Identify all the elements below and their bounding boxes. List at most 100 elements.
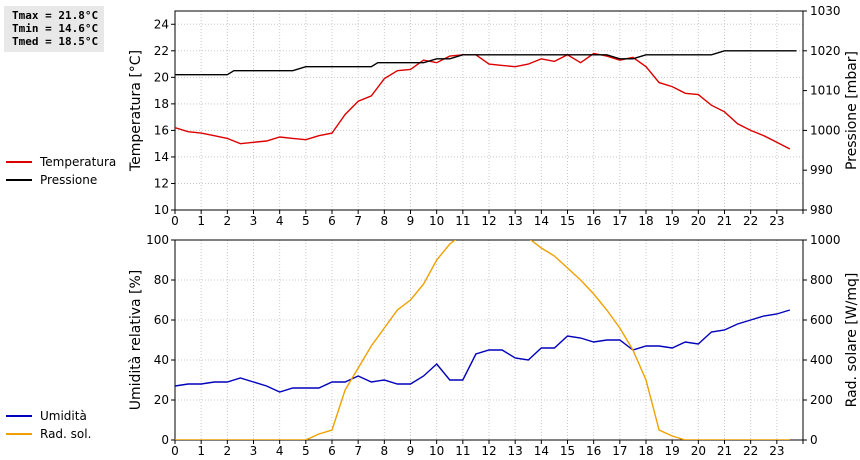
y-left-axis-label: Umidità relativa [%] [128,270,144,411]
x-tick-label: 17 [612,214,627,228]
x-tick-label: 6 [328,444,336,458]
series-line-umidit [175,309,791,393]
x-tick-label: 9 [407,444,415,458]
y-left-tick-label: 16 [154,123,169,137]
y-left-tick-label: 20 [154,70,169,84]
y-right-tick-label: 1020 [810,44,841,58]
y-left-tick-label: 60 [154,313,169,327]
legend-item-umidita: Umidità [6,407,91,425]
x-tick-label: 21 [717,444,732,458]
x-tick-label: 7 [354,444,362,458]
x-tick-label: 18 [638,444,653,458]
legend-top: Temperatura Pressione [6,153,116,189]
x-tick-label: 12 [481,444,496,458]
x-tick-label: 0 [171,214,179,228]
y-left-tick-label: 40 [154,353,169,367]
y-left-tick-label: 0 [161,433,169,447]
legend-swatch [6,179,32,181]
x-tick-label: 12 [481,214,496,228]
y-right-tick-label: 1030 [810,4,841,18]
y-right-tick-label: 800 [810,273,833,287]
y-left-tick-label: 100 [146,233,169,247]
x-tick-label: 6 [328,214,336,228]
x-tick-label: 8 [381,214,389,228]
x-tick-label: 20 [691,214,706,228]
x-tick-label: 16 [586,444,601,458]
x-tick-label: 7 [354,214,362,228]
x-tick-label: 1 [197,214,205,228]
tmax-text: Tmax = 21.8°C [12,9,99,22]
plot-frame [174,239,804,441]
x-tick-label: 22 [743,214,758,228]
legend-bottom: Umidità Rad. sol. [6,407,91,443]
x-tick-label: 2 [224,444,232,458]
y-right-axis-label: Pressione [mbar] [844,51,860,170]
x-tick-label: 14 [534,444,549,458]
x-tick-label: 1 [197,444,205,458]
legend-item-temperatura: Temperatura [6,153,116,171]
legend-item-pressione: Pressione [6,171,116,189]
y-left-tick-label: 12 [154,176,169,190]
x-tick-label: 0 [171,444,179,458]
x-tick-label: 23 [769,214,784,228]
y-left-tick-label: 80 [154,273,169,287]
y-right-tick-label: 980 [810,203,833,217]
y-right-axis-label: Rad. solare [W/mq] [844,273,860,408]
x-tick-label: 13 [508,444,523,458]
x-tick-label: 3 [250,214,258,228]
y-left-tick-label: 24 [154,17,169,31]
series-line-pressione [175,50,797,76]
plot-frame [174,10,804,211]
x-tick-label: 8 [381,444,389,458]
x-tick-label: 19 [665,444,680,458]
y-right-tick-label: 600 [810,313,833,327]
y-left-axis-label: Temperatura [°C] [128,50,144,172]
x-tick-label: 18 [638,214,653,228]
y-right-tick-label: 400 [810,353,833,367]
legend-label: Pressione [40,173,98,187]
y-left-tick-label: 10 [154,203,169,217]
legend-item-rad-sol: Rad. sol. [6,425,91,443]
x-tick-label: 16 [586,214,601,228]
x-tick-label: 20 [691,444,706,458]
y-left-tick-label: 18 [154,97,169,111]
x-tick-label: 22 [743,444,758,458]
x-tick-label: 17 [612,444,627,458]
y-left-tick-label: 20 [154,393,169,407]
x-tick-label: 9 [407,214,415,228]
y-right-tick-label: 990 [810,163,833,177]
series-line-temperatura [175,52,791,150]
x-tick-label: 15 [560,444,575,458]
x-tick-label: 3 [250,444,258,458]
legend-label: Temperatura [40,155,117,169]
legend-swatch [6,161,32,163]
legend-label: Rad. sol. [40,427,92,441]
x-tick-label: 5 [302,214,310,228]
y-left-tick-label: 14 [154,150,169,164]
tmin-text: Tmin = 14.6°C [12,22,99,35]
y-right-tick-label: 1000 [810,233,841,247]
x-tick-label: 21 [717,214,732,228]
y-right-tick-label: 0 [810,433,818,447]
x-tick-label: 2 [224,214,232,228]
x-tick-label: 11 [455,444,470,458]
x-tick-label: 10 [429,214,444,228]
y-right-tick-label: 1000 [810,123,841,137]
stats-box: Tmax = 21.8°C Tmin = 14.6°C Tmed = 18.5°… [4,6,104,52]
legend-swatch [6,415,32,417]
legend-label: Umidità [40,409,87,423]
x-tick-label: 5 [302,444,310,458]
x-tick-label: 11 [455,214,470,228]
x-tick-label: 10 [429,444,444,458]
x-tick-label: 4 [276,214,284,228]
x-tick-label: 23 [769,444,784,458]
x-tick-label: 19 [665,214,680,228]
x-tick-label: 15 [560,214,575,228]
y-left-tick-label: 22 [154,44,169,58]
legend-swatch [6,433,32,435]
x-tick-label: 4 [276,444,284,458]
series-line-rad-sol [175,240,790,440]
x-tick-label: 14 [534,214,549,228]
tmed-text: Tmed = 18.5°C [12,35,99,48]
